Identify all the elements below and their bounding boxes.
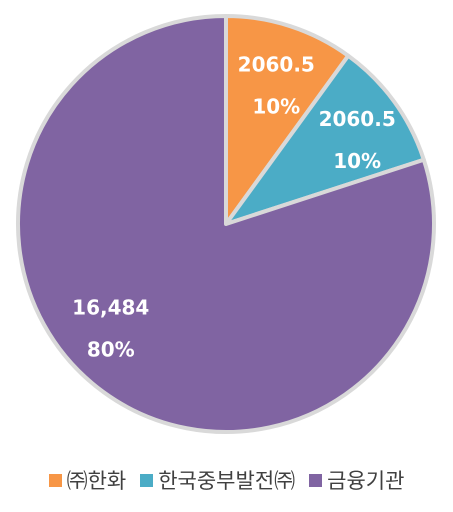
legend-item-financial-institutions: 금융기관 <box>309 465 404 495</box>
legend-label-hanwha: ㈜한화 <box>66 469 127 493</box>
legend-label-komipo: 한국중부발전㈜ <box>158 469 296 493</box>
slice-hanwha <box>224 14 351 226</box>
slice-hanwha-percent-label: 10% <box>252 95 300 119</box>
legend-label-financial-institutions: 금융기관 <box>327 469 405 493</box>
legend-swatch-financial-institutions <box>309 473 323 487</box>
slice-financial-institutions-value-label: 16,484 <box>72 296 149 320</box>
legend-swatch-hanwha <box>48 473 62 487</box>
slice-hanwha-value-label: 2060.5 <box>238 53 315 77</box>
legend-item-komipo: 한국중부발전㈜ <box>140 465 295 495</box>
slice-komipo-value-label: 2060.5 <box>319 107 396 131</box>
slice-komipo <box>224 53 426 226</box>
legend-item-hanwha: ㈜한화 <box>48 465 127 495</box>
slice-financial-institutions-percent-label: 80% <box>87 338 135 362</box>
slice-financial-institutions <box>16 14 436 434</box>
slice-komipo-percent-label: 10% <box>333 149 381 173</box>
legend-swatch-komipo <box>140 473 154 487</box>
chart-legend: ㈜한화 한국중부발전㈜ 금융기관 <box>0 465 453 495</box>
